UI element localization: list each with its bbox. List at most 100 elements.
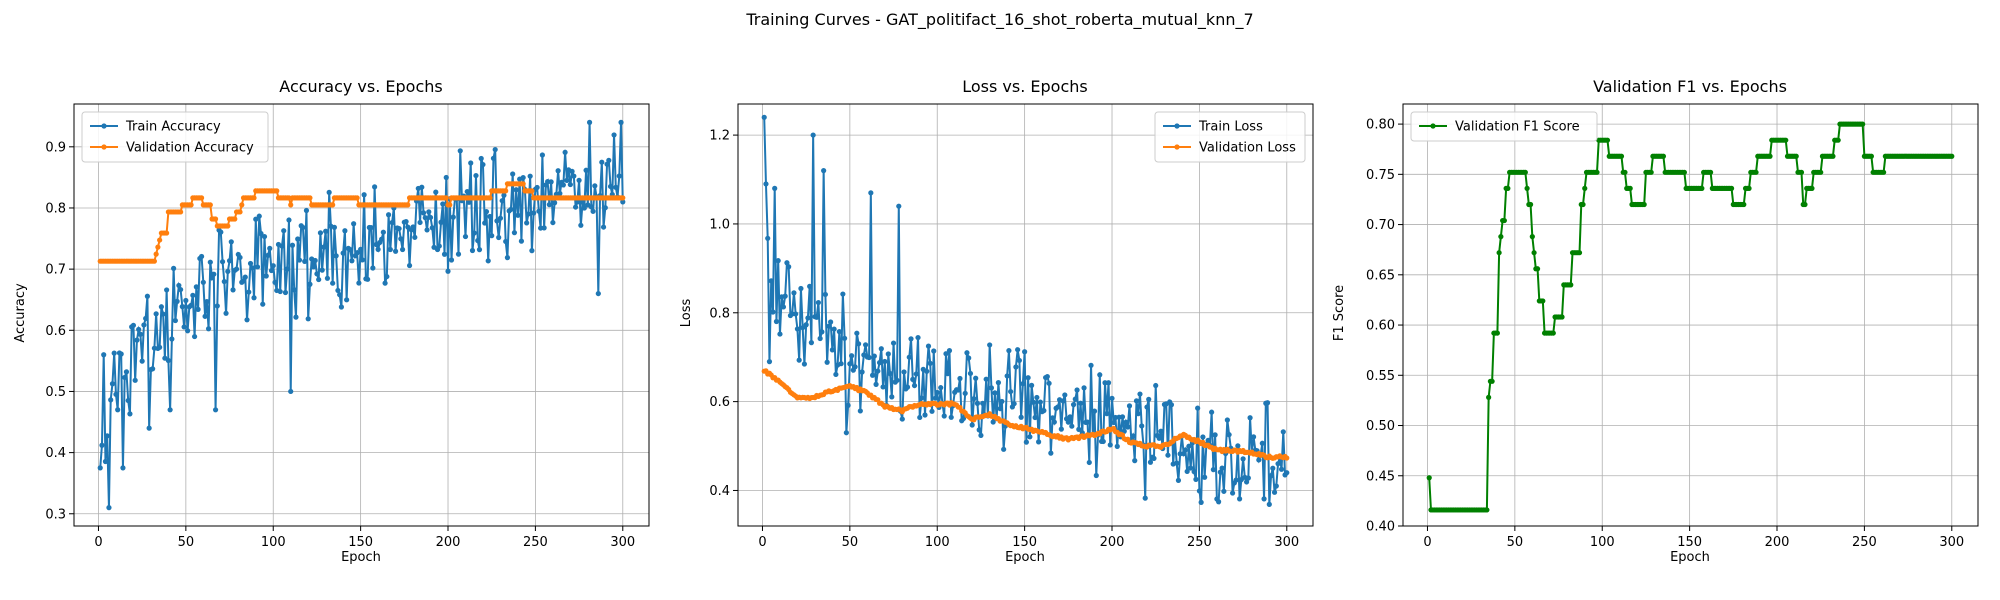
data-point	[365, 276, 371, 282]
data-point	[219, 259, 226, 265]
data-point	[351, 221, 357, 227]
data-point	[354, 250, 360, 256]
data-point	[1077, 400, 1084, 406]
legend-box	[81, 111, 269, 163]
data-point	[826, 323, 832, 329]
data-point	[796, 357, 802, 363]
data-point	[1200, 434, 1206, 440]
data-point	[904, 384, 911, 390]
data-point	[382, 280, 388, 286]
y-tick-label: 1.0	[709, 217, 730, 232]
y-tick-label: 0.60	[1366, 319, 1395, 334]
data-point	[1648, 169, 1654, 175]
data-point	[539, 152, 545, 158]
data-point	[1184, 468, 1190, 475]
data-point	[288, 202, 294, 208]
data-point	[160, 311, 166, 317]
data-point	[344, 297, 350, 303]
y-tick-label: 0.5	[45, 385, 66, 400]
data-point	[969, 422, 975, 428]
data-point	[380, 229, 386, 235]
data-point	[875, 368, 881, 374]
data-point	[260, 301, 266, 307]
data-point	[932, 395, 939, 401]
data-point	[1271, 489, 1278, 495]
data-point	[405, 224, 411, 230]
data-point	[798, 285, 804, 292]
data-point	[258, 230, 264, 237]
data-point	[1081, 385, 1087, 391]
data-point	[426, 209, 432, 215]
x-tick-label: 150	[1677, 535, 1702, 550]
data-point	[973, 375, 979, 381]
data-point	[1486, 394, 1492, 400]
data-point	[282, 289, 289, 296]
data-point	[773, 318, 780, 325]
data-point	[978, 432, 984, 439]
data-point	[1023, 439, 1029, 445]
data-point	[766, 359, 773, 365]
data-point	[857, 408, 863, 414]
data-point	[988, 385, 995, 391]
data-point	[1273, 483, 1279, 489]
data-point	[457, 148, 463, 154]
data-point	[218, 229, 224, 235]
data-point	[1226, 432, 1232, 438]
data-point	[524, 220, 530, 226]
y-tick-label: 0.4	[709, 484, 730, 499]
data-point	[358, 246, 364, 252]
data-point	[372, 184, 378, 190]
data-point	[321, 244, 327, 250]
data-point	[1728, 185, 1735, 191]
y-tick-label: 0.45	[1366, 469, 1395, 484]
data-point	[889, 394, 895, 400]
data-point	[1198, 499, 1204, 505]
data-point	[398, 236, 404, 242]
data-point	[1132, 458, 1138, 464]
data-point	[1230, 490, 1236, 496]
loss-axes-frame	[737, 103, 1314, 527]
data-point	[1093, 472, 1099, 479]
data-point	[1524, 185, 1530, 191]
data-point	[836, 329, 842, 335]
data-point	[772, 185, 778, 191]
data-point	[254, 264, 261, 270]
data-point	[564, 177, 570, 183]
data-point	[249, 265, 255, 271]
data-point	[607, 183, 614, 190]
data-point	[164, 230, 170, 236]
loss-panel-title: Loss vs. Epochs	[962, 77, 1087, 96]
loss-panel: Loss vs. Epochs Epoch Loss 0 50 100 150 200 2…	[679, 77, 1314, 565]
data-point	[1793, 153, 1799, 159]
data-point	[303, 207, 310, 214]
data-point	[188, 302, 194, 308]
data-point	[980, 400, 986, 406]
data-point	[113, 391, 119, 397]
data-point	[296, 257, 303, 263]
data-point	[164, 287, 170, 293]
data-point	[1219, 465, 1225, 471]
data-point	[1280, 429, 1286, 435]
data-point	[1153, 382, 1159, 389]
data-point	[775, 258, 781, 264]
data-point	[312, 257, 318, 264]
data-point	[555, 168, 561, 174]
data-point	[810, 132, 816, 138]
data-point	[1210, 467, 1216, 473]
accuracy-legend: Train Accuracy Validation Accuracy	[81, 111, 269, 163]
x-tick-label: 250	[1852, 535, 1877, 550]
data-point	[855, 341, 862, 347]
data-point	[1240, 456, 1246, 462]
data-point	[817, 335, 823, 342]
data-point	[340, 250, 346, 256]
data-point	[520, 181, 526, 187]
data-point	[1186, 443, 1192, 449]
data-point	[807, 283, 813, 289]
data-point	[300, 224, 306, 231]
data-point	[1139, 423, 1145, 429]
data-point	[501, 192, 507, 198]
data-point	[247, 260, 254, 267]
data-point	[882, 358, 888, 365]
legend-marker	[1174, 144, 1180, 150]
data-point	[1067, 414, 1073, 420]
